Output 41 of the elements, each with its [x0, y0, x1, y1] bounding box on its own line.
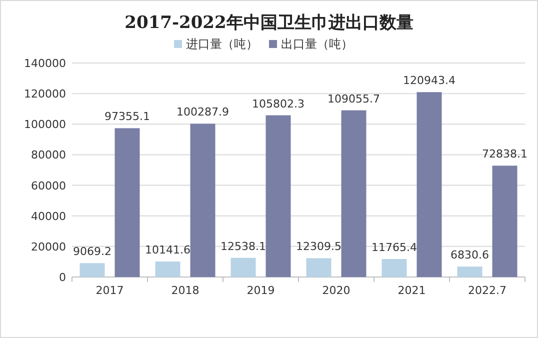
x-tick-label: 2020	[322, 284, 350, 297]
bar	[266, 115, 291, 277]
bar	[230, 258, 256, 277]
bar	[382, 259, 407, 277]
y-tick-label: 120000	[24, 88, 66, 101]
bar	[190, 124, 216, 277]
x-tick-label: 2019	[246, 284, 275, 297]
data-label: 10141.6	[145, 244, 190, 256]
bar	[155, 262, 180, 277]
y-tick-label: 0	[59, 271, 66, 284]
legend-label: 进口量（吨）	[186, 37, 258, 51]
x-tick-label: 2021	[398, 284, 426, 297]
bar	[457, 266, 482, 277]
x-tick-label: 2022.7	[468, 284, 506, 297]
y-tick-label: 100000	[24, 118, 66, 132]
y-tick-label: 140000	[24, 57, 66, 70]
data-label: 6830.6	[450, 248, 489, 262]
bar	[114, 128, 140, 277]
data-label: 105802.3	[252, 97, 304, 110]
bar	[80, 263, 105, 277]
x-tick-label: 2018	[171, 284, 200, 297]
data-label: 72838.1	[482, 148, 528, 161]
data-label: 12309.5	[296, 240, 342, 254]
chart-title: 2017-2022年中国卫生巾进出口数量	[124, 13, 414, 33]
y-tick-label: 40000	[31, 210, 66, 223]
data-label: 100287.9	[176, 106, 229, 119]
y-tick-label: 20000	[31, 240, 66, 254]
y-tick-label: 80000	[31, 148, 66, 162]
data-label: 11765.4	[372, 241, 417, 254]
y-tick-label: 60000	[31, 179, 66, 192]
data-label: 120943.4	[403, 74, 456, 88]
data-label: 9069.2	[73, 245, 112, 258]
data-label: 109055.7	[328, 92, 380, 106]
bar	[416, 92, 442, 277]
x-tick-label: 2017	[96, 284, 124, 297]
data-label: 12538.1	[220, 240, 266, 253]
bar	[492, 166, 518, 277]
bar	[306, 258, 332, 277]
bar	[341, 110, 366, 277]
legend-label: 出口量（吨）	[281, 37, 353, 51]
data-label: 97355.1	[104, 110, 150, 124]
